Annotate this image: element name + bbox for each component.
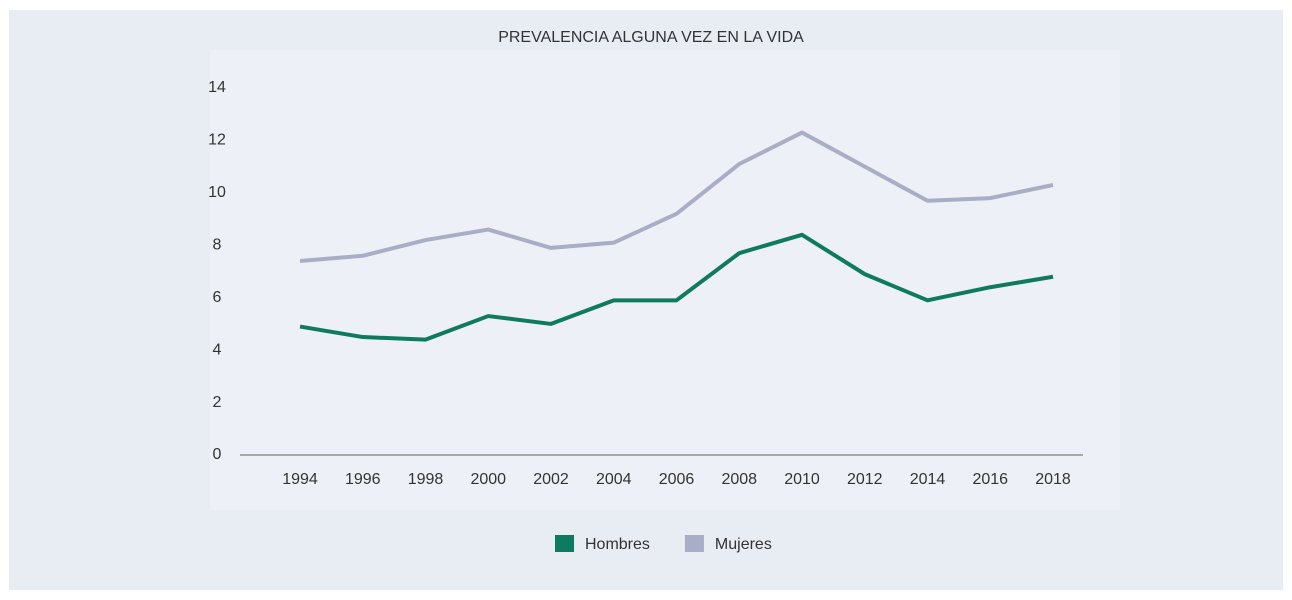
y-tick-label: 14 (208, 79, 226, 96)
x-tick-label: 2012 (847, 471, 883, 488)
x-tick-label: 2008 (721, 471, 757, 488)
y-tick-label: 2 (213, 394, 222, 411)
legend-label: Hombres (585, 536, 650, 553)
y-tick-label: 0 (213, 446, 222, 463)
x-tick-label: 2004 (596, 471, 632, 488)
y-tick-label: 10 (208, 184, 226, 201)
line-series (299, 130, 1054, 264)
x-tick-label: 2006 (659, 471, 695, 488)
legend-label: Mujeres (715, 536, 772, 553)
x-tick-label: 1996 (345, 471, 381, 488)
legend-swatch (555, 535, 574, 552)
chart-title: PREVALENCIA ALGUNA VEZ EN LA VIDA (498, 29, 804, 46)
line-series (299, 232, 1054, 342)
x-tick-label: 1998 (408, 471, 444, 488)
y-tick-label: 6 (213, 289, 222, 306)
x-tick-label: 2016 (972, 471, 1008, 488)
y-tick-label: 12 (208, 132, 226, 149)
x-tick-label: 1994 (282, 471, 318, 488)
legend-swatch (684, 535, 704, 552)
x-tick-label: 2000 (470, 471, 506, 488)
x-tick-label: 2002 (533, 471, 569, 488)
x-tick-label: 2010 (784, 471, 820, 488)
plot-panel (210, 50, 1120, 510)
y-tick-label: 4 (213, 341, 222, 358)
x-tick-label: 2018 (1035, 471, 1071, 488)
y-tick-label: 8 (213, 237, 222, 254)
x-tick-label: 2014 (910, 471, 946, 488)
